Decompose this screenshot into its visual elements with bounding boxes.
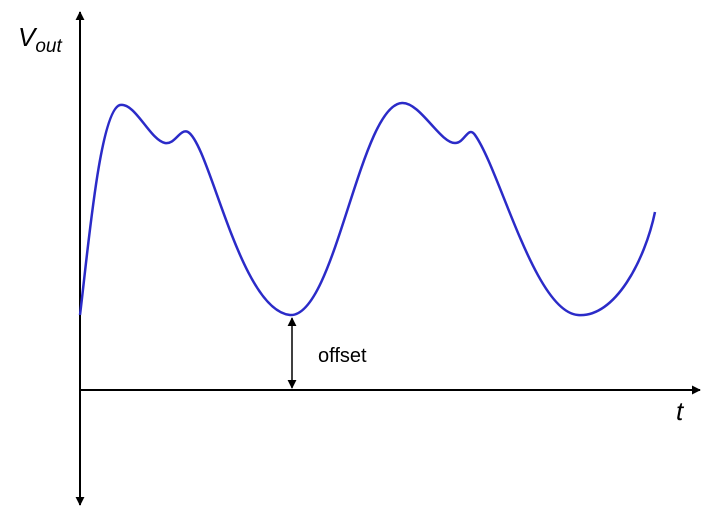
y-axis-label: Vout xyxy=(18,22,62,57)
x-axis-label: t xyxy=(676,396,685,426)
offset-label: offset xyxy=(318,345,367,367)
y-label-main: V xyxy=(18,22,38,52)
y-label-sub: out xyxy=(35,36,62,57)
signal-curve xyxy=(78,101,657,317)
